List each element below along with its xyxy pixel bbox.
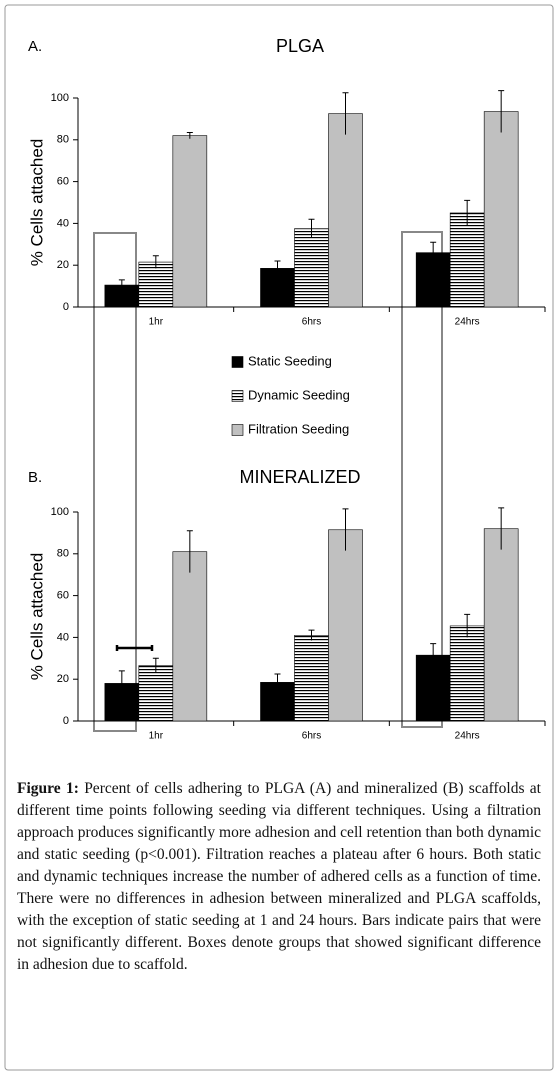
error-bar <box>308 218 315 239</box>
caption-label: Figure 1: <box>17 780 79 797</box>
error-bar <box>430 241 437 264</box>
y-tick-label: 0 <box>63 301 69 313</box>
bar <box>449 625 485 722</box>
bar <box>483 111 519 308</box>
bar <box>172 135 208 308</box>
y-tick-label: 40 <box>57 217 69 229</box>
bar <box>449 212 485 308</box>
y-tick-label: 100 <box>51 92 69 104</box>
error-bar <box>342 92 349 135</box>
x-tick-label: 1hr <box>149 317 164 328</box>
y-tick-label: 40 <box>57 631 69 643</box>
legend-swatch <box>231 390 244 402</box>
highlight-box <box>93 232 137 732</box>
y-tick-label: 60 <box>57 176 69 188</box>
legend-label: Filtration Seeding <box>248 421 349 436</box>
bar <box>138 665 174 722</box>
legend-swatch <box>231 356 244 368</box>
error-bar <box>498 507 505 550</box>
legend-label: Dynamic Seeding <box>248 387 350 402</box>
frame <box>4 4 554 1071</box>
panel-label: A. <box>28 38 42 55</box>
highlight-box <box>401 231 443 728</box>
error-bar <box>464 613 471 638</box>
x-tick-label: 24hrs <box>455 731 480 742</box>
y-tick-label: 80 <box>57 548 69 560</box>
y-tick-label: 20 <box>57 673 69 685</box>
error-bar <box>342 508 349 551</box>
y-axis-label: % Cells attached <box>27 553 46 681</box>
error-bar <box>430 643 437 667</box>
error-bar <box>274 673 281 691</box>
y-tick-label: 80 <box>57 134 69 146</box>
bar <box>138 261 174 308</box>
y-axis-label: % Cells attached <box>27 139 46 267</box>
x-tick-label: 24hrs <box>455 317 480 328</box>
x-tick-label: 6hrs <box>302 731 321 742</box>
caption-text: Percent of cells adhering to PLGA (A) an… <box>17 780 541 973</box>
error-bar <box>152 255 159 269</box>
y-tick-label: 100 <box>51 506 69 518</box>
bar <box>294 228 329 308</box>
chart-title: PLGA <box>276 36 324 56</box>
error-bar <box>186 131 193 139</box>
x-tick-label: 6hrs <box>302 317 321 328</box>
legend-swatch <box>231 424 244 436</box>
error-bar <box>152 657 159 673</box>
bar <box>294 635 329 722</box>
y-tick-label: 60 <box>57 590 69 602</box>
significance-bar <box>115 645 154 651</box>
legend-label: Static Seeding <box>248 353 332 368</box>
error-bar <box>186 530 193 573</box>
bar <box>172 551 208 722</box>
error-bar <box>498 90 505 133</box>
error-bar <box>118 279 125 291</box>
error-bar <box>308 629 315 641</box>
chart-title: MINERALIZED <box>239 467 360 487</box>
caption: Figure 1: Percent of cells adhering to P… <box>17 778 541 976</box>
bar <box>483 528 519 722</box>
x-tick-label: 1hr <box>149 731 164 742</box>
error-bar <box>274 260 281 276</box>
panel-label: B. <box>28 469 42 486</box>
error-bar <box>464 199 471 226</box>
bar <box>328 529 363 722</box>
y-tick-label: 20 <box>57 259 69 271</box>
error-bar <box>118 670 125 696</box>
y-tick-label: 0 <box>63 715 69 727</box>
bar <box>328 113 363 308</box>
